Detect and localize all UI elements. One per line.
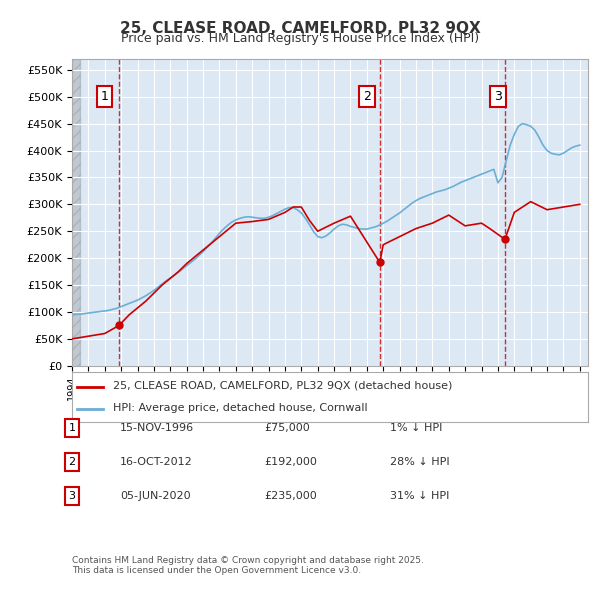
Text: 15-NOV-1996: 15-NOV-1996 [120,423,194,432]
Text: 2: 2 [363,90,371,103]
Text: 31% ↓ HPI: 31% ↓ HPI [390,491,449,501]
Text: Contains HM Land Registry data © Crown copyright and database right 2025.
This d: Contains HM Land Registry data © Crown c… [72,556,424,575]
Text: 25, CLEASE ROAD, CAMELFORD, PL32 9QX (detached house): 25, CLEASE ROAD, CAMELFORD, PL32 9QX (de… [113,381,452,391]
Text: 25, CLEASE ROAD, CAMELFORD, PL32 9QX: 25, CLEASE ROAD, CAMELFORD, PL32 9QX [119,21,481,35]
Text: 05-JUN-2020: 05-JUN-2020 [120,491,191,501]
Text: 1: 1 [68,423,76,432]
Text: 1: 1 [101,90,109,103]
Text: 1% ↓ HPI: 1% ↓ HPI [390,423,442,432]
Text: 28% ↓ HPI: 28% ↓ HPI [390,457,449,467]
Text: 16-OCT-2012: 16-OCT-2012 [120,457,193,467]
Text: 2: 2 [68,457,76,467]
Text: 3: 3 [494,90,502,103]
Text: £192,000: £192,000 [264,457,317,467]
Text: HPI: Average price, detached house, Cornwall: HPI: Average price, detached house, Corn… [113,404,368,414]
Text: 3: 3 [68,491,76,501]
Text: Price paid vs. HM Land Registry's House Price Index (HPI): Price paid vs. HM Land Registry's House … [121,32,479,45]
Text: £235,000: £235,000 [264,491,317,501]
Text: £75,000: £75,000 [264,423,310,432]
Bar [72,59,80,366]
